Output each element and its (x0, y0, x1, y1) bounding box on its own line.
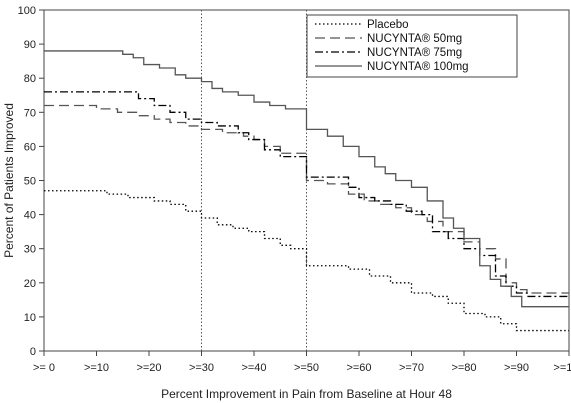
y-tick-label: 10 (24, 312, 36, 324)
y-tick-label: 0 (30, 346, 36, 358)
series-line-3 (44, 91, 569, 298)
y-tick-label: 30 (24, 244, 36, 256)
x-tick-label: >=40 (241, 362, 266, 374)
x-tick-label: >=60 (346, 362, 371, 374)
series-line-1 (44, 190, 569, 332)
x-tick-label: >=80 (451, 362, 476, 374)
x-tick-label: >=100 (553, 362, 571, 374)
y-tick-label: 60 (24, 141, 36, 153)
x-tick-label: >=20 (136, 362, 161, 374)
x-tick-label: >=70 (399, 362, 424, 374)
y-tick-label: 40 (24, 210, 36, 222)
x-tick-label: >=90 (504, 362, 529, 374)
y-tick-label: 70 (24, 107, 36, 119)
x-tick-label: >= 0 (33, 362, 55, 374)
legend-label-4: NUCYNTA® 100mg (367, 61, 469, 73)
y-tick-label: 80 (24, 73, 36, 85)
legend-label-1: Placebo (367, 19, 409, 31)
series-line-4 (44, 50, 569, 308)
legend-box (306, 14, 518, 78)
legend-label-2: NUCYNTA® 50mg (367, 33, 462, 45)
x-tick-label: >=30 (189, 362, 214, 374)
x-axis-title: Percent Improvement in Pain from Baselin… (161, 387, 452, 401)
x-tick-label: >=50 (294, 362, 319, 374)
y-axis-title: Percent of Patients Improved (2, 103, 16, 258)
y-tick-label: 50 (24, 176, 36, 188)
y-tick-label: 90 (24, 39, 36, 51)
x-tick-label: >=10 (84, 362, 109, 374)
legend-label-3: NUCYNTA® 75mg (367, 47, 462, 59)
y-tick-label: 20 (24, 278, 36, 290)
y-tick-label: 100 (18, 5, 36, 17)
